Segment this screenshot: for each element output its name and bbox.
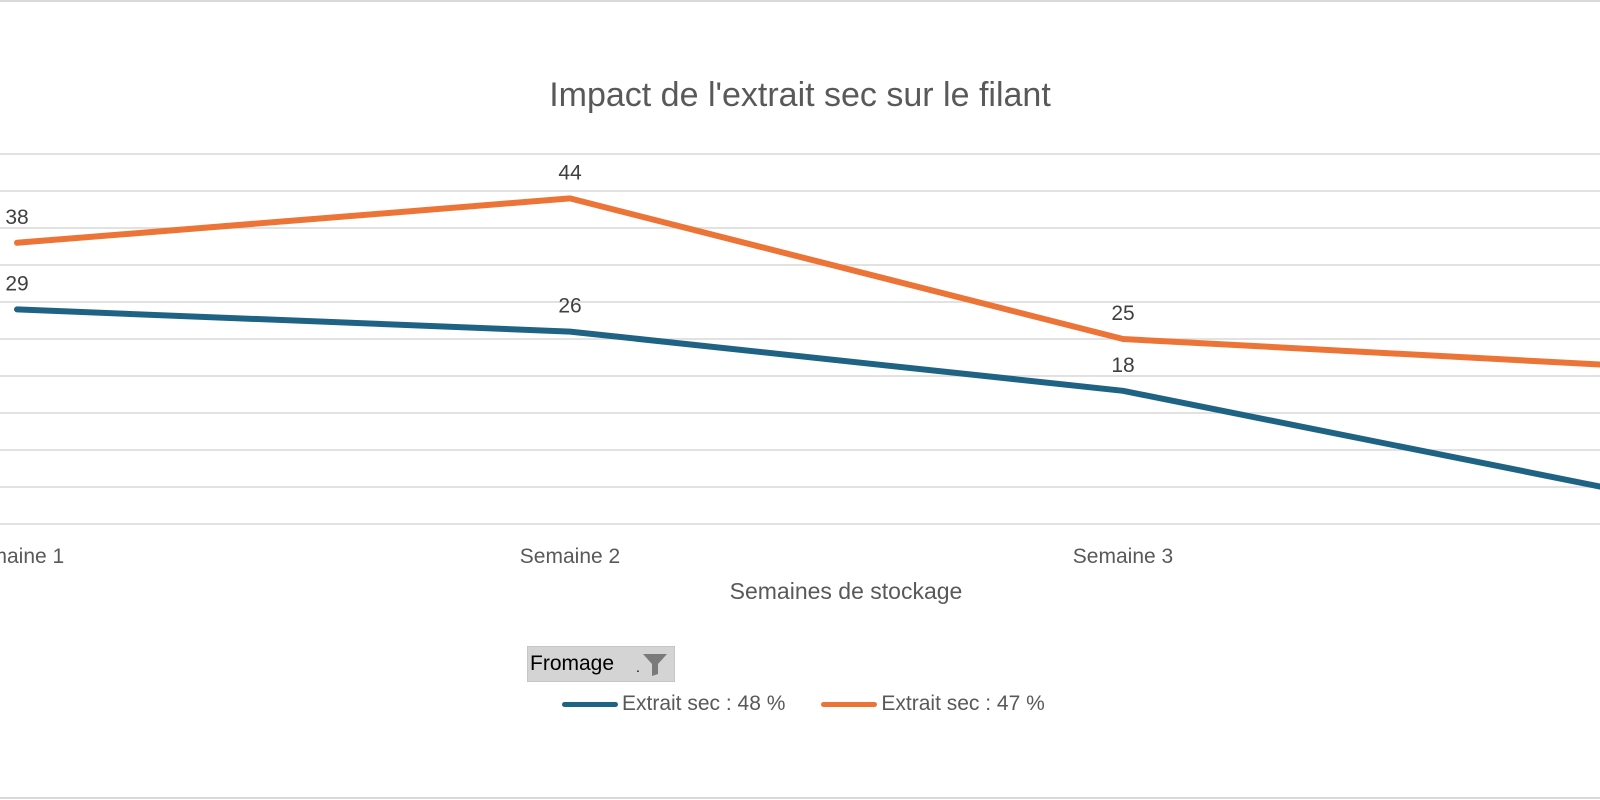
fromage-filter-button[interactable]: Fromage . (527, 646, 675, 682)
chart-frame-bottom (0, 797, 1600, 799)
legend-item-extrait-47[interactable]: Extrait sec : 47 % (821, 692, 1045, 716)
data-label-s1-p1: 44 (558, 161, 582, 184)
chart-frame-top (0, 0, 1600, 2)
series-line-1[interactable] (14, 195, 1600, 368)
legend-item-extrait-48[interactable]: Extrait sec : 48 % (562, 692, 785, 716)
filter-label: Fromage (530, 652, 615, 675)
series-lines (14, 195, 1600, 501)
legend-swatch-extrait-47 (821, 701, 878, 707)
data-labels: 29 26 18 38 44 25 (5, 161, 1134, 376)
series-line-0[interactable] (14, 306, 1600, 501)
legend-label-extrait-47: Extrait sec : 47 % (881, 692, 1045, 715)
filter-marker: . (636, 659, 640, 675)
gridlines (0, 153, 1600, 525)
data-label-s0-p0: 29 (5, 272, 28, 295)
data-label-s0-p2: 18 (1111, 354, 1134, 377)
data-label-s1-p2: 25 (1111, 302, 1134, 325)
filter-funnel-icon (643, 654, 667, 676)
legend: Extrait sec : 48 % Extrait sec : 47 % (562, 692, 1081, 716)
x-tick-label-1: Semaine 2 (520, 545, 620, 568)
legend-label-extrait-48: Extrait sec : 48 % (622, 692, 786, 715)
x-tick-label-2: Semaine 3 (1073, 545, 1173, 568)
data-label-s0-p1: 26 (558, 295, 581, 318)
data-label-s1-p0: 38 (5, 206, 28, 229)
x-axis-title: Semaines de stockage (729, 578, 963, 604)
chart-title: Impact de l'extrait sec sur le filant (549, 76, 1051, 114)
x-tick-label-0: Semaine 1 (0, 545, 64, 568)
legend-swatch-extrait-48 (562, 701, 618, 707)
